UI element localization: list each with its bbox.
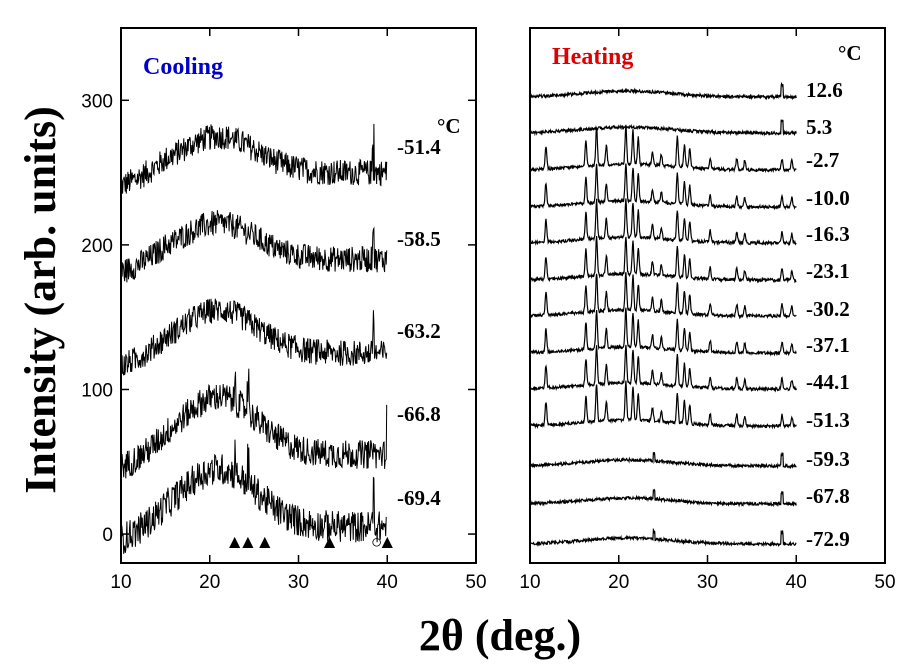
heating-temp-label: 12.6	[806, 78, 843, 102]
heating-temp-label: -59.3	[806, 447, 850, 471]
cooling-trace--69.4	[120, 439, 388, 554]
heating-temp-label: -30.2	[806, 297, 850, 321]
heating-x-tick-label: 40	[786, 572, 807, 593]
heating-trace--16.3	[529, 198, 797, 247]
heating-temp-label: -67.8	[806, 484, 850, 508]
cooling-y-tick-label: 300	[81, 91, 113, 112]
heating-x-tick-label: 50	[874, 572, 895, 593]
cooling-temp-label: -69.4	[397, 486, 441, 510]
cooling-phase-marker: ▲	[239, 532, 258, 553]
cooling-trace--66.8	[120, 368, 388, 479]
cooling-x-tick-label: 20	[199, 572, 220, 593]
cooling-x-tick-label: 30	[288, 572, 309, 593]
cooling-phase-marker: ○	[371, 532, 382, 553]
heating-trace--44.1	[529, 344, 797, 393]
heating-trace-5.3	[529, 119, 797, 137]
heating-trace--10.0	[529, 163, 797, 211]
heating-trace--2.7	[529, 124, 797, 174]
cooling-frame	[120, 27, 477, 564]
cooling-unit-label: °C	[437, 114, 461, 138]
heating-trace--51.3	[529, 380, 797, 430]
heating-trace--59.3	[529, 451, 797, 470]
heating-trace--23.1	[529, 236, 797, 284]
heating-temp-label: -10.0	[806, 186, 850, 210]
heating-trace-12.6	[529, 81, 797, 101]
heating-trace--67.8	[529, 488, 797, 508]
heating-x-tick-label: 10	[519, 572, 540, 593]
cooling-temp-label: -51.4	[397, 135, 441, 159]
heating-temp-label: -23.1	[806, 259, 850, 283]
heating-temp-label: -51.3	[806, 408, 850, 432]
heating-trace--30.2	[529, 272, 797, 320]
cooling-trace--51.4	[120, 123, 388, 194]
heating-title: Heating	[552, 44, 633, 70]
heating-temp-label: -37.1	[806, 333, 850, 357]
heating-temp-label: -72.9	[806, 527, 850, 551]
cooling-temp-label: -63.2	[397, 319, 441, 343]
heating-trace--72.9	[529, 527, 797, 548]
cooling-x-tick-label: 10	[110, 572, 131, 593]
cooling-x-tick-label: 40	[377, 572, 398, 593]
cooling-temp-label: -66.8	[397, 402, 441, 426]
x-axis-title: 2θ (deg.)	[419, 611, 581, 660]
heating-trace--37.1	[529, 307, 797, 357]
heating-temp-label: -44.1	[806, 370, 850, 394]
cooling-title: Cooling	[143, 54, 223, 80]
heating-panel: 10 20 30 40 50 Heating °C 12.6 5.3 -2.7 -10.0 -16.3…	[519, 27, 896, 593]
cooling-trace--58.5	[120, 210, 388, 283]
heating-temp-label: 5.3	[806, 115, 832, 139]
cooling-phase-marker: ▲	[225, 532, 244, 553]
cooling-trace--63.2	[120, 298, 388, 376]
heating-x-tick-label: 30	[697, 572, 718, 593]
cooling-y-tick-label: 0	[102, 525, 113, 546]
cooling-phase-marker: ▲	[255, 532, 274, 553]
cooling-phase-marker: ▲	[378, 532, 397, 553]
cooling-phase-marker: ▲	[320, 532, 339, 553]
heating-temp-label: -16.3	[806, 222, 850, 246]
y-axis-title: Intensity (arb. units)	[16, 106, 65, 494]
cooling-panel: 10 20 30 40 50 0 100 200 300 Cooling °C-51.4 -58.5 -…	[81, 27, 487, 593]
cooling-y-tick-label: 200	[81, 236, 113, 257]
heating-x-tick-label: 20	[608, 572, 629, 593]
cooling-temp-label: -58.5	[397, 227, 441, 251]
heating-frame	[529, 27, 886, 564]
heating-unit-label: °C	[838, 41, 862, 65]
cooling-y-tick-label: 100	[81, 380, 113, 401]
cooling-x-tick-label: 50	[465, 572, 486, 593]
heating-temp-label: -2.7	[806, 148, 839, 172]
